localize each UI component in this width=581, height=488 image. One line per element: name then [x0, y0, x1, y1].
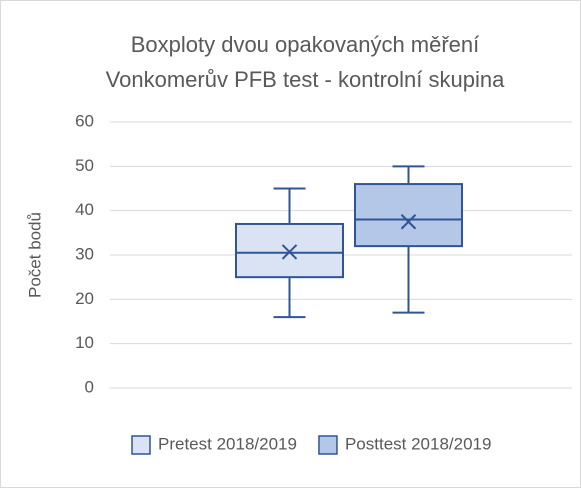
- y-tick-label: 40: [75, 200, 94, 219]
- y-axis-label: Počet bodů: [25, 212, 44, 298]
- y-tick-label: 60: [75, 111, 94, 130]
- y-tick-label: 10: [75, 333, 94, 352]
- y-tick-label: 50: [75, 156, 94, 175]
- box: [354, 183, 463, 248]
- legend-swatch: [318, 435, 338, 455]
- legend-swatch: [131, 435, 151, 455]
- chart-title: Boxploty dvou opakovaných měření: [131, 32, 480, 57]
- y-tick-label: 30: [75, 244, 94, 263]
- mean-marker: [400, 214, 417, 230]
- y-tick-label: 20: [75, 289, 94, 308]
- chart-title: Vonkomerův PFB test - kontrolní skupina: [106, 67, 505, 92]
- mean-marker: [281, 244, 298, 260]
- legend-label: Pretest 2018/2019: [158, 434, 297, 453]
- y-tick-label: 0: [85, 377, 94, 396]
- legend-label: Posttest 2018/2019: [345, 434, 492, 453]
